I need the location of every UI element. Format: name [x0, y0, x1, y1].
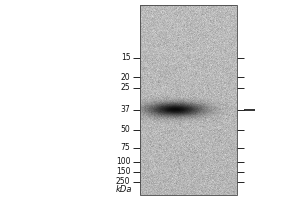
- Text: 100: 100: [116, 158, 130, 166]
- Text: 20: 20: [121, 72, 130, 82]
- Text: 15: 15: [121, 53, 130, 62]
- Text: 150: 150: [116, 168, 130, 176]
- Text: 50: 50: [121, 126, 130, 134]
- Text: kDa: kDa: [116, 185, 132, 194]
- Text: 37: 37: [121, 106, 130, 114]
- Text: 250: 250: [116, 178, 130, 186]
- Text: 75: 75: [121, 144, 130, 152]
- Bar: [140, 5, 237, 195]
- Text: 25: 25: [121, 83, 130, 92]
